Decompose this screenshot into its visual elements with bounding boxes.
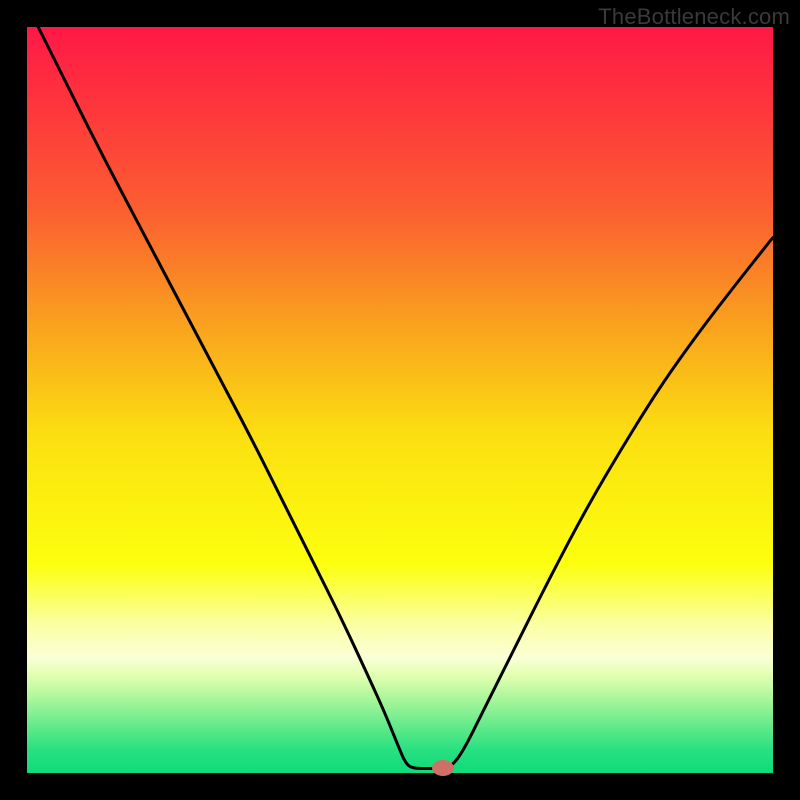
watermark-text: TheBottleneck.com <box>598 4 790 30</box>
optimal-point-marker <box>432 760 454 776</box>
bottleneck-curve <box>27 27 773 773</box>
plot-area <box>27 27 773 773</box>
